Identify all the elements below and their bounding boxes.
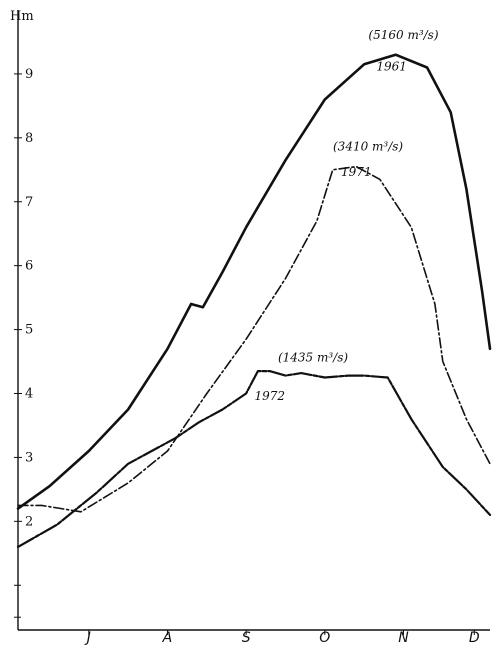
annotation-label: (5160 m³/s): [368, 28, 438, 42]
y-tick-label: 9: [25, 67, 33, 82]
series-layer: [16, 53, 492, 548]
annotation-label: 1971: [341, 165, 372, 179]
month-label: N: [398, 630, 409, 646]
y-tick-label: 8: [25, 131, 33, 146]
y-tick-label: 3: [25, 450, 33, 465]
y-ticks: 2 3 4 5 6 7 8 9: [14, 67, 33, 618]
y-axis-label: Hm: [10, 9, 34, 24]
annotation-label: (3410 m³/s): [333, 140, 403, 154]
annotation-label: (1435 m³/s): [278, 351, 348, 365]
month-label: S: [242, 630, 251, 646]
series-line-1972: [16, 370, 492, 548]
y-tick-label: 6: [25, 259, 33, 274]
annotation-label: 1961: [376, 60, 407, 74]
y-tick-label: 5: [25, 323, 33, 338]
y-tick-label: 7: [25, 195, 33, 210]
annotation-label: 1972: [254, 389, 285, 403]
y-tick-label: 2: [25, 514, 33, 529]
month-label: A: [162, 630, 173, 646]
y-tick-label: 4: [25, 387, 33, 402]
month-label: J: [84, 630, 91, 646]
series-line-1971: [17, 165, 491, 513]
month-label: D: [469, 630, 480, 646]
series-line-1961: [16, 53, 492, 510]
month-label: O: [319, 630, 330, 646]
annotations: (5160 m³/s) 1961 (3410 m³/s) 1971 (1435 m³/s…: [254, 28, 438, 403]
